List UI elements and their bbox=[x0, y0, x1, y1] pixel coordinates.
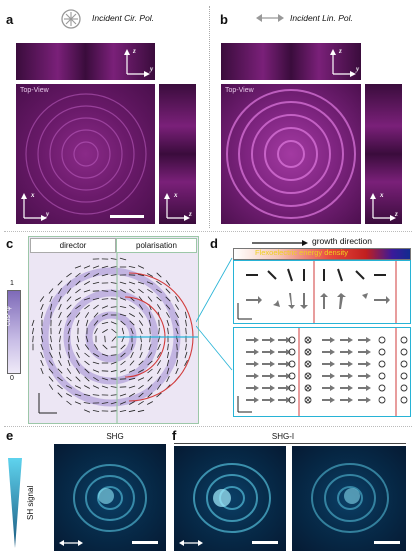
panel-a-label: a bbox=[6, 12, 14, 27]
axis-xy-icon bbox=[21, 193, 47, 221]
axis-x-label: x bbox=[31, 191, 35, 199]
panel-e-label: e bbox=[6, 428, 14, 443]
energy-density-bar bbox=[233, 248, 411, 260]
colorbar-label: cos² φ bbox=[5, 306, 12, 326]
panel-b-title: Incident Lin. Pol. bbox=[290, 13, 353, 23]
scale-bar bbox=[374, 541, 400, 544]
panel-a-side-view-yz: x z bbox=[159, 84, 196, 224]
panel-d-label: d bbox=[210, 236, 218, 251]
axis-y-label: y bbox=[150, 65, 154, 73]
panel-c-label: c bbox=[6, 236, 14, 251]
panel-d-bottom bbox=[233, 327, 411, 417]
polarization-arrow-icon bbox=[59, 540, 83, 546]
sh-rings bbox=[73, 464, 147, 532]
panel-a-top-view: Top-View x y bbox=[16, 84, 155, 224]
director-header: director bbox=[30, 238, 116, 253]
spiral-rings bbox=[25, 93, 147, 215]
polarization-arrow-icon bbox=[179, 540, 203, 546]
top-view-label: Top-View bbox=[225, 87, 254, 94]
top-view-label: Top-View bbox=[20, 87, 49, 94]
axis-z-label: z bbox=[133, 47, 136, 55]
polarisation-header: polarisation bbox=[116, 238, 197, 253]
connector-lines bbox=[196, 257, 233, 371]
axis-zy-icon bbox=[330, 49, 356, 77]
panel-f-image-2 bbox=[292, 446, 406, 551]
linear-polarization-icon bbox=[256, 14, 284, 22]
panel-e-image bbox=[54, 444, 166, 551]
panel-a-side-view-xz: z y bbox=[16, 43, 155, 80]
colorbar-max: 1 bbox=[10, 280, 14, 287]
panel-e-title: SHG bbox=[106, 432, 124, 441]
panel-b-side-view-yz: x z bbox=[365, 84, 402, 224]
axis-x-label: x bbox=[174, 191, 178, 199]
row-separator bbox=[4, 231, 412, 232]
scale-bar bbox=[110, 215, 144, 218]
row-separator-2 bbox=[4, 426, 412, 427]
axis-zy-icon bbox=[124, 49, 150, 77]
axis-z-label: z bbox=[339, 47, 342, 55]
axis-xz-icon bbox=[370, 193, 396, 221]
director-field bbox=[31, 253, 198, 423]
spiral-rings bbox=[226, 89, 356, 219]
axis-xy-icon bbox=[38, 393, 57, 414]
panel-b-label: b bbox=[220, 12, 228, 27]
panel-b-top-view: Top-View bbox=[221, 84, 361, 224]
axis-y-label: y bbox=[356, 65, 360, 73]
scale-bar bbox=[252, 541, 278, 544]
scale-bar bbox=[132, 541, 158, 544]
panel-b-side-view-xz: z y bbox=[221, 43, 361, 80]
panel-separator bbox=[209, 6, 210, 228]
growth-arrow bbox=[252, 240, 308, 246]
colorbar bbox=[7, 290, 21, 374]
sh-signal-label: SH signal bbox=[26, 485, 35, 520]
energy-density-label: Flexoelectric energy density bbox=[255, 248, 348, 257]
growth-direction-label: growth direction bbox=[312, 236, 373, 246]
sh-rings bbox=[193, 463, 271, 533]
polarisation-grid bbox=[237, 328, 408, 416]
director-row bbox=[237, 261, 397, 323]
panel-c-image: director polarisation bbox=[28, 236, 199, 424]
sh-rings bbox=[311, 463, 389, 533]
circular-polarization-icon bbox=[61, 9, 81, 29]
panel-f-label: f bbox=[172, 428, 177, 443]
axis-z-label: z bbox=[395, 210, 398, 218]
panel-f-title: SHG-I bbox=[271, 432, 295, 441]
panel-f-bracket bbox=[174, 443, 406, 444]
panel-d-top bbox=[233, 260, 411, 324]
sh-signal-wedge bbox=[8, 458, 22, 548]
axis-xy-icon bbox=[237, 303, 252, 320]
axis-z-label: z bbox=[189, 210, 192, 218]
colorbar-min: 0 bbox=[10, 375, 14, 382]
panel-a-title: Incident Cir. Pol. bbox=[92, 13, 155, 23]
panel-f-image-1 bbox=[174, 446, 286, 551]
axis-xz-icon bbox=[164, 193, 190, 221]
axis-x-label: x bbox=[380, 191, 384, 199]
axis-y-label: y bbox=[46, 210, 50, 218]
axis-xz-icon bbox=[237, 396, 252, 413]
